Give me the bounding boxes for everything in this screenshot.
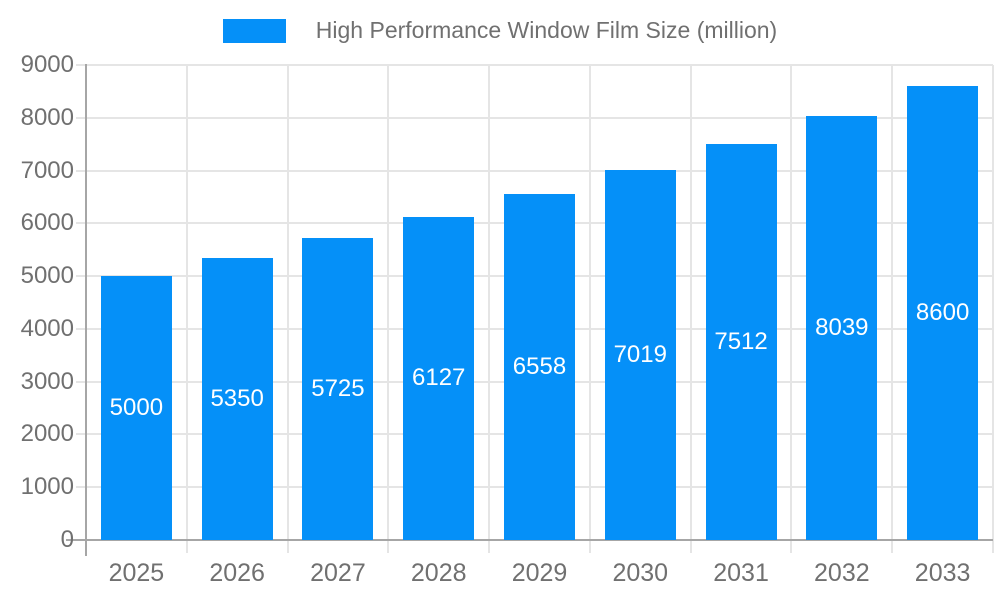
bar-value-label: 6127 xyxy=(412,364,466,392)
x-tick-label: 2028 xyxy=(410,559,467,587)
y-tick-label: 6000 xyxy=(20,209,74,237)
bar-value-label: 6558 xyxy=(512,352,567,380)
grid-line-vertical xyxy=(891,65,894,553)
y-tick-label: 8000 xyxy=(20,103,74,131)
bar: 8039 xyxy=(806,115,878,540)
x-tick-label: 2025 xyxy=(108,559,165,587)
bar: 7019 xyxy=(604,169,676,540)
grid-line-vertical xyxy=(689,65,692,553)
bar: 5000 xyxy=(100,276,172,540)
grid-line-horizontal xyxy=(76,169,993,172)
grid-line-vertical xyxy=(488,65,491,553)
bar: 5725 xyxy=(302,237,374,540)
grid-line-horizontal xyxy=(76,64,993,66)
y-tick-label: 9000 xyxy=(20,51,74,78)
grid-line-horizontal xyxy=(76,116,993,119)
x-tick-label: 2026 xyxy=(209,559,265,587)
grid-line-vertical xyxy=(286,65,289,553)
grid-line-vertical xyxy=(992,65,994,553)
grid-line-vertical xyxy=(185,65,188,553)
x-tick-label: 2030 xyxy=(612,559,669,587)
x-tick-label: 2029 xyxy=(511,559,568,587)
y-tick-label: 7000 xyxy=(20,156,74,184)
y-tick-label: 0 xyxy=(60,526,74,553)
y-tick-label: 2000 xyxy=(20,420,74,448)
grid-line-vertical xyxy=(790,65,793,553)
bar: 7512 xyxy=(705,143,777,540)
bar-value-label: 8039 xyxy=(815,313,869,341)
chart-legend[interactable]: High Performance Window Film Size (milli… xyxy=(0,17,1000,44)
y-tick-label: 5000 xyxy=(20,262,74,290)
grid-line-vertical xyxy=(387,65,390,553)
bar-value-label: 8600 xyxy=(915,299,970,327)
bar-value-label: 5725 xyxy=(311,374,365,402)
bar-value-label: 5350 xyxy=(210,384,264,412)
y-tick-label: 3000 xyxy=(20,367,74,395)
bar: 6558 xyxy=(504,193,575,540)
grid-line-vertical xyxy=(588,65,591,553)
legend-swatch xyxy=(222,18,286,43)
x-tick-label: 2033 xyxy=(914,559,971,587)
y-axis-line xyxy=(85,64,87,556)
bar-value-label: 7512 xyxy=(714,327,768,355)
bar-value-label: 7019 xyxy=(613,340,667,368)
bar: 8600 xyxy=(907,86,979,540)
x-tick-label: 2031 xyxy=(713,559,769,587)
bar: 5350 xyxy=(201,257,273,540)
x-tick-label: 2027 xyxy=(310,559,366,587)
y-tick-label: 4000 xyxy=(20,314,74,342)
bar: 6127 xyxy=(403,216,475,540)
y-tick-label: 1000 xyxy=(20,473,74,501)
x-axis-line xyxy=(66,539,993,541)
bar-value-label: 5000 xyxy=(109,394,164,422)
legend-label: High Performance Window Film Size (milli… xyxy=(315,17,778,43)
x-tick-label: 2032 xyxy=(814,559,870,587)
